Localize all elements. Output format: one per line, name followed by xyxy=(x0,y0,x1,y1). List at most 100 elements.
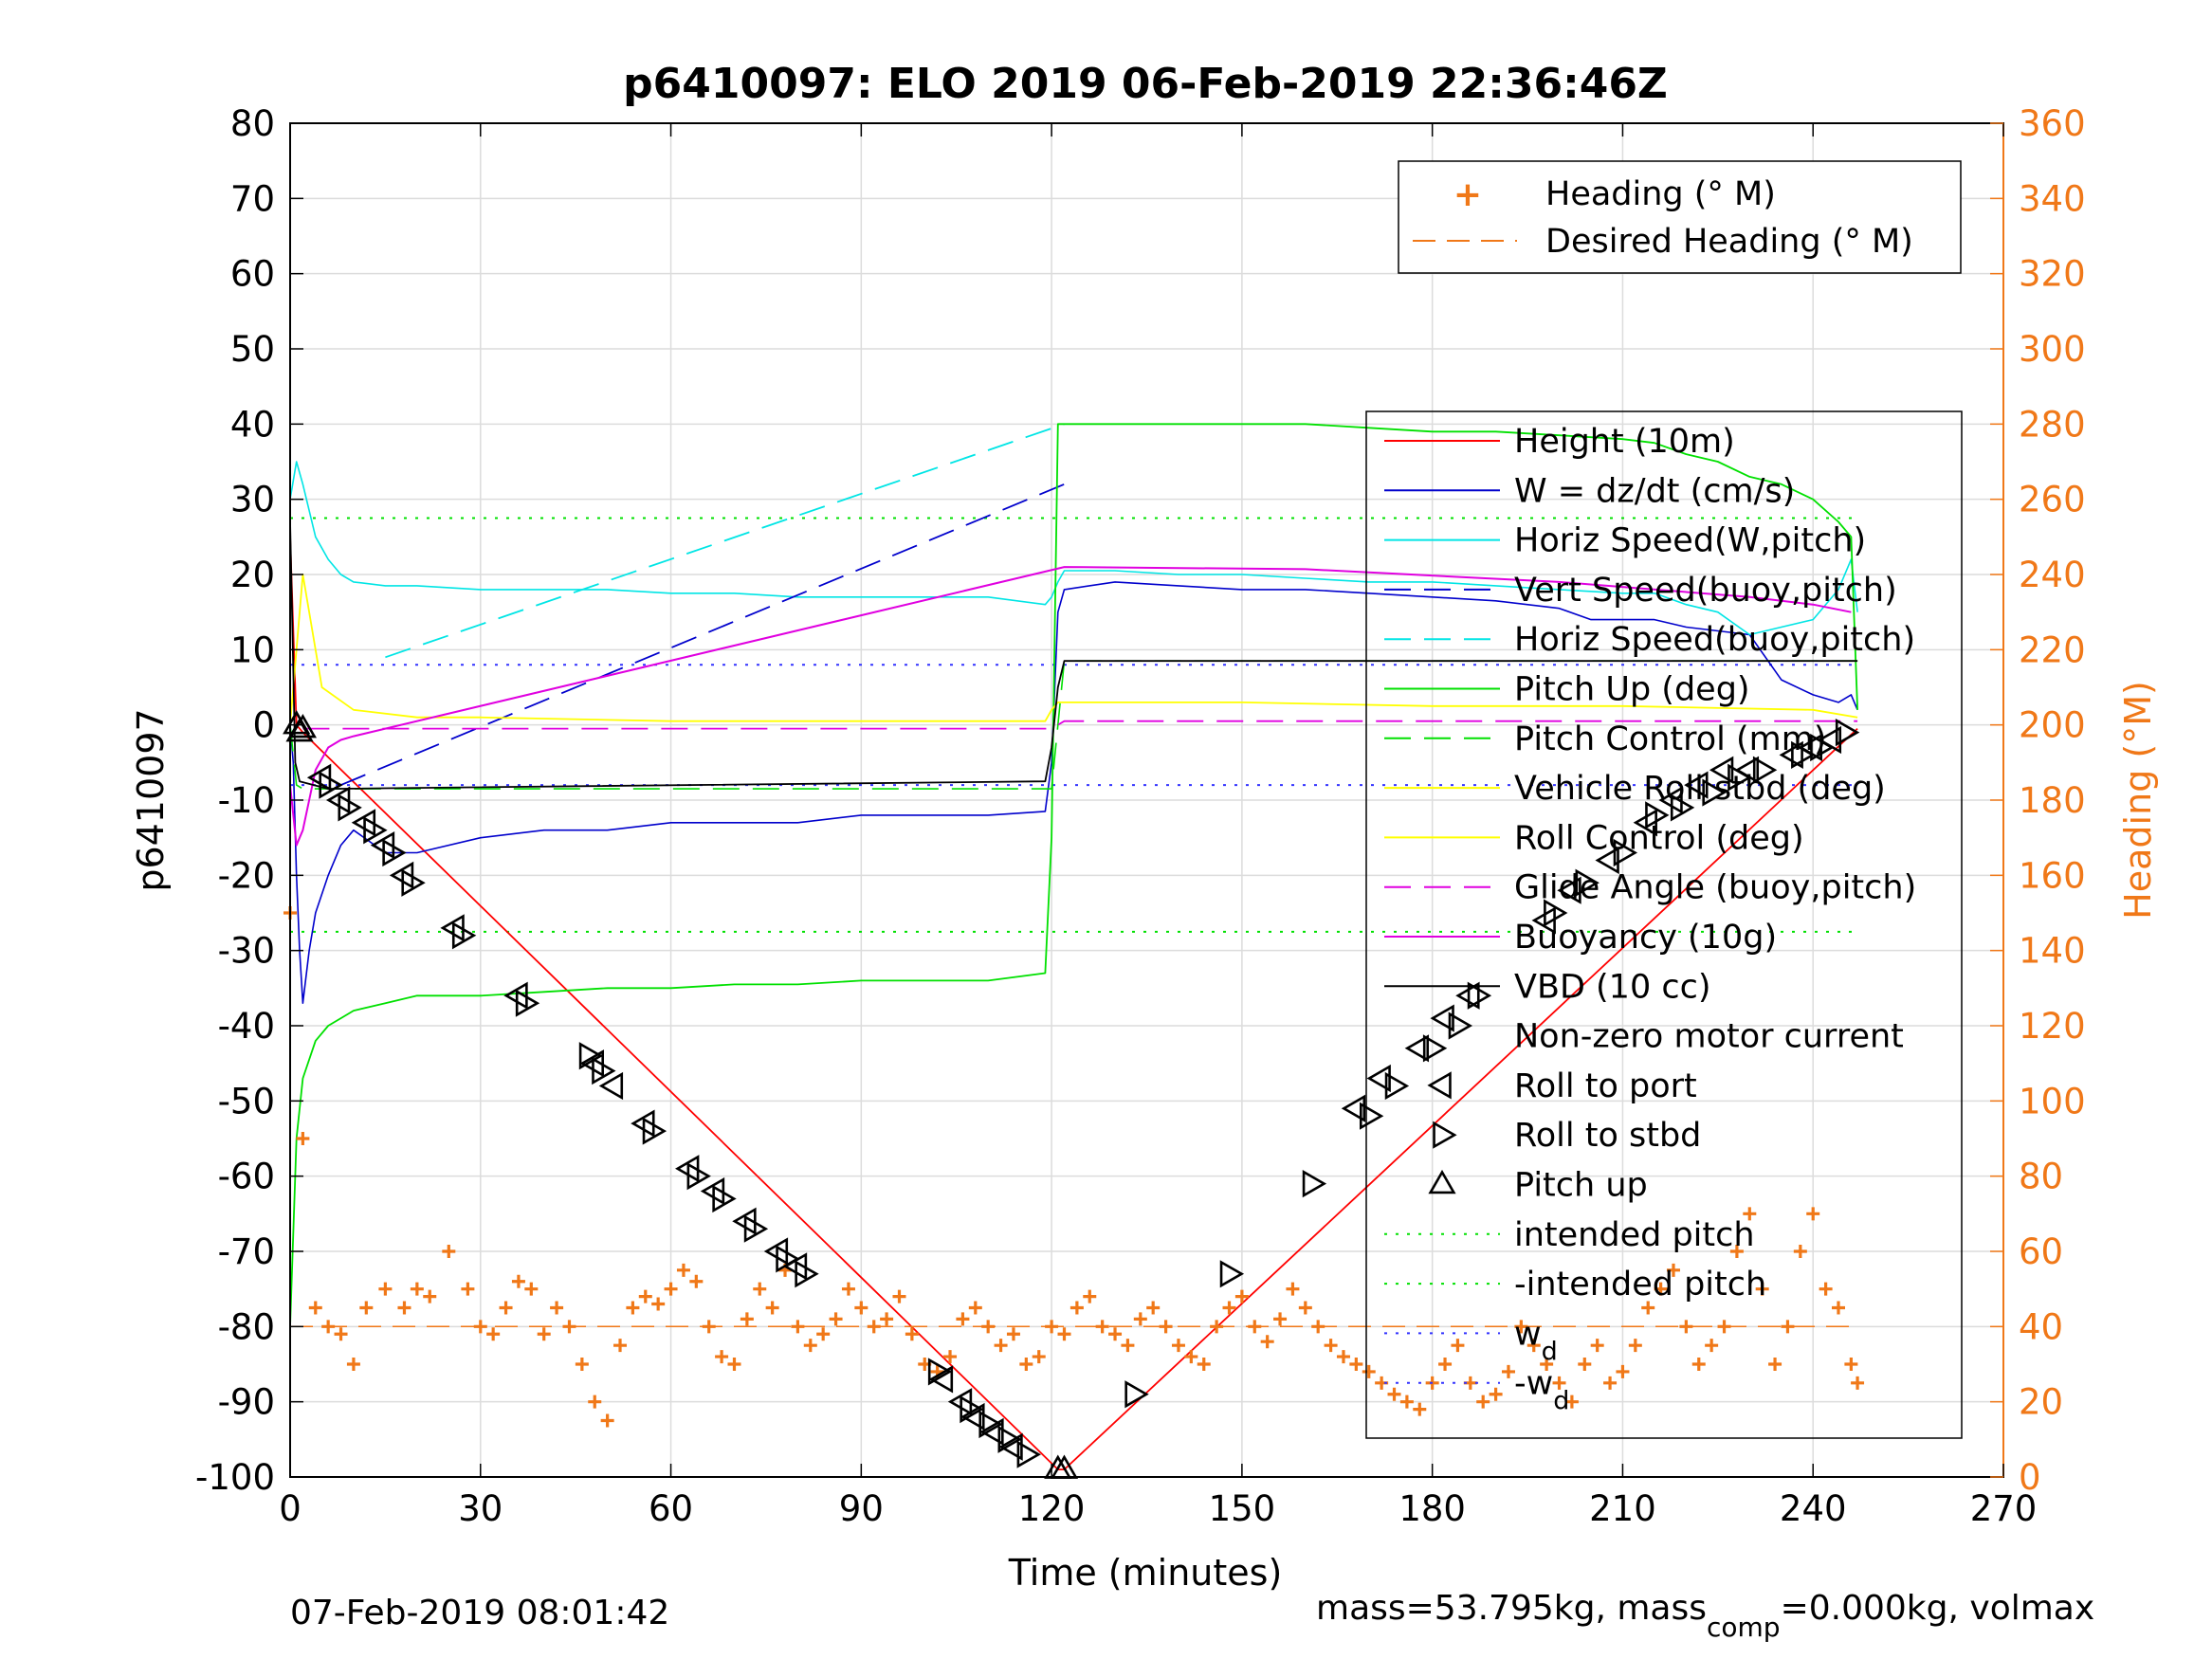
heading-marker xyxy=(753,1282,767,1296)
heading-marker xyxy=(1781,1320,1795,1334)
roll-to-stbd-marker xyxy=(978,1410,1003,1439)
y-axis-label-left: p6410097 xyxy=(130,708,172,891)
heading-marker xyxy=(378,1282,393,1296)
y-tick-label-left: 40 xyxy=(230,404,275,445)
y-tick-label-left: -70 xyxy=(218,1231,275,1272)
heading-marker xyxy=(1362,1364,1376,1378)
heading-marker xyxy=(1476,1395,1490,1409)
heading-marker xyxy=(1197,1358,1211,1371)
footer-date: 07-Feb-2019 08:01:42 xyxy=(290,1594,669,1632)
y-tick-label-left: -40 xyxy=(218,1006,275,1047)
heading-marker xyxy=(1628,1339,1642,1353)
heading-marker xyxy=(994,1339,1008,1353)
y-tick-label-right: 180 xyxy=(2019,780,2086,821)
roll-to-stbd-marker xyxy=(1422,1034,1448,1063)
heading-marker xyxy=(829,1312,843,1326)
legend-box xyxy=(1365,410,1963,1439)
roll-to-stbd-marker xyxy=(382,838,407,867)
heading-marker xyxy=(1019,1358,1033,1371)
heading-marker xyxy=(1654,1282,1668,1296)
y-tick-label-left: 10 xyxy=(230,629,275,670)
roll-to-port-marker xyxy=(960,1402,985,1431)
heading-marker xyxy=(638,1289,652,1304)
y-tick-label-left: 80 xyxy=(230,103,275,144)
heading-marker xyxy=(550,1301,564,1315)
heading-marker xyxy=(296,1132,310,1145)
roll-to-stbd-marker xyxy=(1467,981,1492,1010)
heading-marker xyxy=(1413,1402,1427,1416)
heading-marker xyxy=(1311,1320,1325,1334)
roll-to-stbd-marker xyxy=(997,1425,1022,1453)
heading-marker xyxy=(1273,1312,1288,1326)
roll-to-stbd-marker xyxy=(1702,778,1727,807)
heading-marker xyxy=(1616,1364,1630,1378)
heading-marker xyxy=(1108,1327,1123,1341)
heading-marker xyxy=(613,1339,628,1353)
heading-marker xyxy=(1248,1320,1262,1334)
heading-marker xyxy=(1743,1207,1757,1221)
heading-marker xyxy=(1032,1350,1046,1364)
roll-to-port-marker xyxy=(1595,846,1619,875)
heading-marker xyxy=(1844,1358,1858,1371)
heading-marker xyxy=(676,1263,690,1277)
roll-to-port-marker xyxy=(1557,876,1581,904)
heading-marker xyxy=(981,1320,996,1334)
series-line xyxy=(289,574,1858,725)
y-tick-label-left: -30 xyxy=(218,931,275,972)
heading-marker xyxy=(1679,1320,1693,1334)
x-tick-label: 150 xyxy=(1209,1488,1276,1529)
heading-marker xyxy=(880,1312,894,1326)
roll-to-stbd-marker xyxy=(642,1117,667,1145)
heading-marker xyxy=(740,1312,754,1326)
heading-marker xyxy=(1489,1387,1503,1401)
heading-marker xyxy=(1336,1350,1350,1364)
y-tick-label-right: 80 xyxy=(2019,1157,2063,1197)
y-tick-label-left: -80 xyxy=(218,1306,275,1347)
roll-to-port-marker xyxy=(1341,1094,1366,1122)
heading-marker xyxy=(1069,1301,1084,1315)
series-line xyxy=(289,423,1858,1327)
heading-marker xyxy=(664,1282,678,1296)
roll-to-stbd-marker xyxy=(592,1057,616,1085)
series-line xyxy=(340,483,1065,786)
heading-marker xyxy=(1705,1339,1719,1353)
y-tick-label-right: 60 xyxy=(2019,1231,2063,1272)
roll-to-port-marker xyxy=(598,1071,624,1101)
heading-marker xyxy=(423,1289,437,1304)
heading-marker xyxy=(1851,1376,1865,1390)
legend-entry: Glide Angle (buoy,pitch) xyxy=(1514,869,1916,907)
heading-marker xyxy=(442,1245,456,1258)
roll-to-stbd-marker xyxy=(795,1260,819,1288)
legend-entry: wd xyxy=(1514,1315,1558,1366)
heading-marker xyxy=(1526,1339,1541,1353)
x-tick-label: 120 xyxy=(1018,1488,1086,1529)
legend-marker xyxy=(1428,1169,1456,1194)
heading-marker xyxy=(346,1358,360,1371)
series-line xyxy=(289,521,1858,790)
y-tick-label-left: -60 xyxy=(218,1157,275,1197)
heading-marker xyxy=(397,1301,411,1315)
roll-to-stbd-marker xyxy=(1302,1170,1327,1198)
y-tick-label-right: 360 xyxy=(2019,103,2086,144)
y-tick-label-left: -20 xyxy=(218,855,275,896)
roll-to-stbd-marker xyxy=(363,816,388,845)
pitch-up-marker xyxy=(288,714,317,738)
heading-marker xyxy=(1540,1358,1554,1371)
legend-entry: Vehicle Roll stbd (deg) xyxy=(1514,770,1886,808)
heading-marker xyxy=(689,1274,704,1288)
x-axis-label: Time (minutes) xyxy=(1008,1552,1283,1594)
heading-marker xyxy=(892,1289,906,1304)
roll-to-stbd-marker xyxy=(1613,838,1638,867)
legend-entry: Roll Control (deg) xyxy=(1514,819,1804,857)
roll-to-stbd-marker xyxy=(960,1395,984,1424)
roll-to-stbd-marker xyxy=(927,1358,953,1386)
heading-marker xyxy=(626,1301,640,1315)
heading-marker xyxy=(588,1395,602,1409)
x-tick-label: 0 xyxy=(279,1488,302,1529)
y-tick-label-left: 0 xyxy=(252,705,275,746)
heading-marker xyxy=(1121,1339,1135,1353)
heading-marker xyxy=(1603,1376,1618,1390)
heading-marker xyxy=(562,1320,576,1334)
heading-marker xyxy=(1057,1327,1071,1341)
heading-marker xyxy=(1755,1282,1769,1296)
